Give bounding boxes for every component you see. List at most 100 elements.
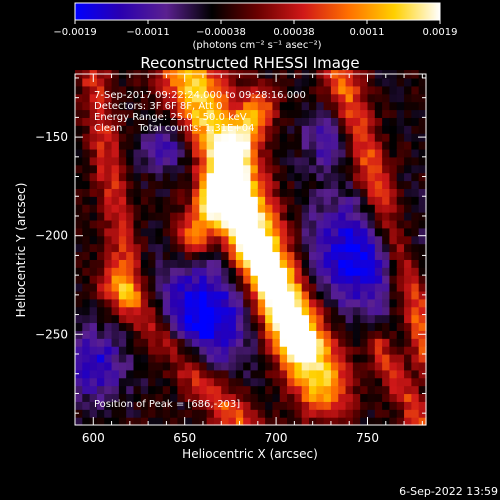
heatmap-cell [184,227,193,237]
heatmap-cell [279,243,288,253]
heatmap-cell [287,401,295,410]
heatmap-cell [352,290,361,300]
heatmap-cell [404,259,412,268]
heatmap-cell [265,212,274,221]
heatmap-cell [89,298,98,308]
heatmap-cell [389,354,398,363]
heatmap-cell [287,101,295,111]
heatmap-cell [213,133,222,142]
heatmap-cell [118,125,127,134]
heatmap-cell [374,235,383,245]
heatmap-cell [382,290,391,300]
heatmap-cell [82,141,91,150]
heatmap-cell [213,314,222,324]
heatmap-cell [323,401,332,410]
heatmap-cell [126,156,135,166]
heatmap-cell [111,141,120,150]
heatmap-cell [382,141,391,150]
heatmap-cell [111,385,120,395]
heatmap-cell [75,117,83,126]
heatmap-cell [206,275,215,284]
heatmap-cell [352,93,361,103]
y-tick-label: −150 [35,130,68,144]
heatmap-cell [323,361,332,371]
heatmap-cell [104,330,113,339]
heatmap-cell [367,330,376,339]
heatmap-cell [104,125,113,134]
heatmap-cell [104,338,113,347]
heatmap-cell [367,417,376,426]
heatmap-cell [155,259,164,268]
heatmap-cell [389,267,398,276]
heatmap-cell [140,243,149,253]
heatmap-cell [155,93,164,103]
heatmap-cell [360,196,369,205]
heatmap-cell [352,361,361,371]
heatmap-cell [265,322,274,331]
heatmap-cell [316,385,325,395]
heatmap-cell [118,243,127,253]
heatmap-cell [170,275,178,284]
heatmap-cell [213,361,222,371]
heatmap-cell [301,109,310,118]
heatmap-cell [309,346,317,355]
heatmap-cell [316,283,325,292]
heatmap-cell [199,77,208,87]
heatmap-cell [301,354,310,363]
heatmap-cell [148,401,157,410]
heatmap-cell [389,385,398,395]
heatmap-cell [316,109,325,118]
heatmap-cell [323,251,332,260]
heatmap-cell [287,322,295,331]
heatmap-cell [228,117,237,126]
heatmap-cell [89,409,98,418]
heatmap-cell [330,235,339,245]
heatmap-cell [316,354,325,363]
heatmap-cell [228,298,237,308]
heatmap-cell [287,188,295,197]
heatmap-cell [352,417,361,426]
heatmap-cell [367,275,376,284]
heatmap-cell [301,219,310,229]
heatmap-cell [250,259,259,268]
heatmap-cell [118,417,127,426]
heatmap-cell [213,306,222,316]
heatmap-cell [345,361,354,371]
heatmap-cell [294,267,303,276]
heatmap-cell [411,322,420,331]
heatmap-cell [228,77,237,87]
heatmap-cell [155,85,164,95]
heatmap-cell [133,117,142,126]
heatmap-cell [396,85,405,95]
heatmap-cell [352,164,361,174]
heatmap-cell [111,259,120,268]
heatmap-cell [221,156,230,166]
heatmap-cell [389,322,398,331]
heatmap-cell [184,369,193,379]
heatmap-cell [192,219,200,229]
heatmap-cell [118,180,127,189]
heatmap-cell [133,196,142,205]
heatmap-cell [162,259,171,268]
heatmap-cell [367,401,376,410]
heatmap-cell [89,117,98,126]
heatmap-cell [272,409,281,418]
heatmap-cell [272,101,281,111]
heatmap-cell [382,235,391,245]
heatmap-cell [104,393,113,402]
heatmap-cell [309,227,317,237]
x-axis-label: Heliocentric X (arcsec) [182,447,318,461]
heatmap-cell [345,77,354,87]
heatmap-cell [396,393,405,402]
heatmap-cell [272,361,281,371]
heatmap-cell [221,180,230,189]
heatmap-cell [330,354,339,363]
heatmap-cell [243,156,252,166]
heatmap-cell [75,283,83,292]
heatmap-cell [411,188,420,197]
heatmap-cell [228,417,237,426]
heatmap-cell [272,322,281,331]
heatmap-cell [323,275,332,284]
heatmap-cell [345,204,354,213]
heatmap-cell [404,117,412,126]
